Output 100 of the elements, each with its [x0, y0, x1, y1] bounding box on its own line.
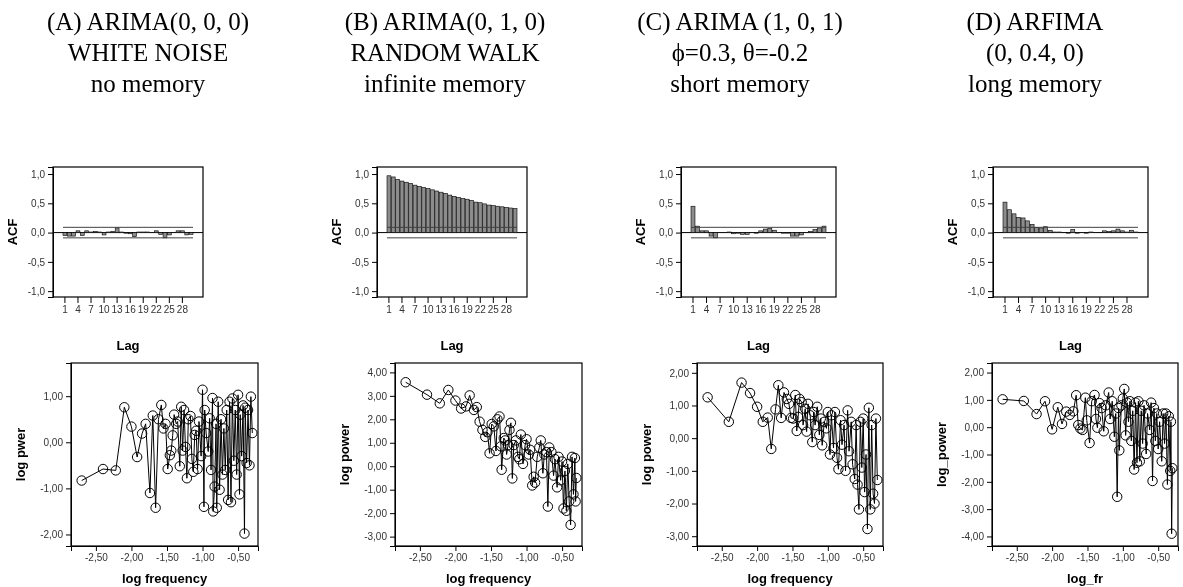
x-tick-label: 10: [98, 304, 111, 316]
y-tick-label: 0,0: [355, 227, 370, 239]
y-tick-label: 4,00: [367, 367, 388, 379]
x-tick-label: 28: [1121, 304, 1133, 316]
x-tick-label: -1,00: [1111, 552, 1136, 564]
x-tick-label: 1: [386, 304, 393, 316]
bar: [447, 194, 453, 233]
bar: [1020, 217, 1026, 233]
x-tick-label: 16: [124, 304, 137, 316]
y-tick-label: -0,5: [27, 256, 46, 268]
y-tick-label: 0,5: [355, 198, 370, 210]
x-tick-label: 1: [1002, 304, 1009, 316]
bar: [460, 198, 466, 233]
y-tick-label: 2,00: [669, 367, 690, 379]
x-axis-title: log frequency: [747, 571, 834, 586]
bar: [794, 232, 800, 237]
bar: [1070, 229, 1076, 233]
y-tick-label: 1,00: [43, 390, 64, 402]
x-tick-label: 16: [755, 304, 767, 316]
x-tick-label: 10: [1040, 304, 1052, 316]
x-tick-label: -1,00: [515, 552, 539, 564]
y-axis-title: log_power: [934, 421, 949, 488]
x-tick-label: 22: [474, 304, 487, 316]
y-tick-label: -1,00: [961, 449, 985, 461]
x-tick-label: 7: [717, 304, 724, 316]
x-tick-label: 19: [461, 304, 474, 316]
y-tick-label: 0,0: [971, 227, 986, 239]
x-tick-label: 1: [690, 304, 697, 316]
bar: [473, 201, 479, 233]
x-tick-label: 22: [1094, 304, 1106, 316]
x-tick-label: 4: [703, 304, 710, 316]
x-tick-label: 13: [111, 304, 124, 316]
x-tick-label: 19: [137, 304, 150, 316]
y-tick-label: -0,5: [967, 256, 986, 268]
x-tick-label: -2,00: [444, 552, 468, 564]
x-tick-label: 13: [435, 304, 448, 316]
bar: [499, 206, 505, 233]
y-axis-title: log power: [337, 423, 352, 486]
x-tick-label: 22: [150, 304, 163, 316]
x-tick-label: 25: [1107, 304, 1120, 316]
bar: [1038, 227, 1044, 233]
y-tick-label: -2,00: [961, 476, 985, 488]
y-tick-label: 1,00: [964, 394, 985, 406]
x-tick-label: 10: [422, 304, 435, 316]
y-tick-label: 0,00: [367, 460, 388, 472]
x-tick-label: -0,50: [551, 552, 575, 564]
y-tick-label: -0,5: [351, 256, 370, 268]
x-tick-label: -0,50: [1147, 552, 1171, 564]
y-tick-label: -1,00: [364, 484, 388, 496]
x-tick-label: 16: [448, 304, 461, 316]
x-tick-label: 7: [1029, 304, 1036, 316]
chart-title: (A) ARIMA(0, 0, 0) WHITE NOISE no memory: [46, 8, 250, 97]
y-tick-label: -0,5: [655, 256, 674, 268]
y-tick-label: 1,0: [31, 168, 46, 180]
x-tick-label: -2,00: [120, 552, 144, 564]
chart-title: (C) ARIMA (1, 0, 1) ϕ=0.3, θ=-0.2 short memory: [637, 8, 843, 97]
x-tick-label: -2,50: [408, 552, 433, 564]
x-tick-label: 7: [412, 304, 419, 316]
x-tick-label: 4: [75, 304, 82, 316]
bar: [1047, 229, 1053, 233]
y-axis-title: ACF: [329, 218, 344, 246]
x-tick-label: 4: [399, 304, 406, 316]
x-tick-label: 19: [768, 304, 781, 316]
x-tick-label: -2,50: [84, 552, 109, 564]
y-axis-title: log pwer: [13, 427, 28, 482]
y-tick-label: 0,0: [659, 227, 674, 239]
x-tick-label: 19: [1080, 304, 1093, 316]
x-tick-label: -1,50: [1076, 552, 1100, 564]
y-axis-title: ACF: [5, 218, 20, 246]
y-axis-title: log power: [639, 423, 654, 486]
x-tick-label: -1,50: [480, 552, 504, 564]
y-tick-label: 0,00: [43, 436, 64, 448]
bar: [708, 232, 714, 237]
y-tick-label: 2,00: [964, 367, 985, 379]
x-tick-label: 7: [88, 304, 95, 316]
x-tick-label: 28: [809, 304, 821, 316]
y-tick-label: -3,00: [961, 503, 985, 515]
bar: [762, 228, 768, 233]
x-tick-label: 16: [1067, 304, 1079, 316]
x-tick-label: 25: [163, 304, 176, 316]
x-tick-label: 22: [782, 304, 794, 316]
y-tick-label: 0,5: [659, 198, 674, 210]
x-axis-title: Lag: [116, 338, 140, 353]
x-axis-title: log_fr: [1066, 571, 1104, 586]
y-tick-label: -1,00: [666, 465, 690, 477]
x-tick-label: 28: [176, 304, 189, 316]
x-axis-title: Lag: [440, 338, 464, 353]
bar: [399, 180, 405, 233]
bar: [767, 228, 773, 233]
y-axis-title: ACF: [945, 218, 960, 246]
x-tick-label: -1,50: [781, 552, 805, 564]
x-tick-label: 28: [500, 304, 513, 316]
x-tick-label: -1,50: [156, 552, 180, 564]
x-tick-label: -0,50: [852, 552, 876, 564]
y-tick-label: 1,00: [669, 400, 690, 412]
y-tick-label: -1,0: [27, 285, 46, 297]
y-tick-label: 0,0: [31, 227, 46, 239]
y-tick-label: -2,00: [666, 498, 690, 510]
y-tick-label: 1,00: [367, 437, 388, 449]
x-tick-label: -2,00: [1041, 552, 1065, 564]
